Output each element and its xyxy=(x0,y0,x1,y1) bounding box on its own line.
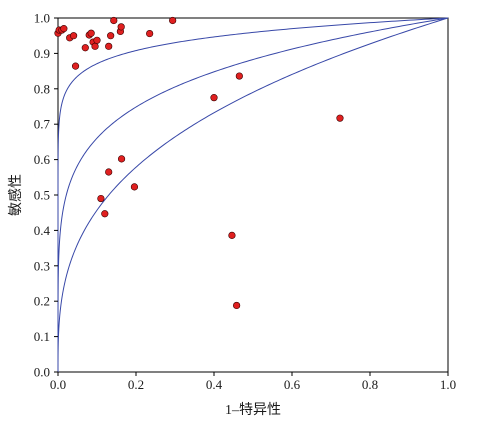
y-tick-label: 0.8 xyxy=(34,81,50,96)
summary-curve-3 xyxy=(57,17,449,373)
data-point xyxy=(235,72,243,80)
data-point xyxy=(71,62,80,70)
summary-curve-2 xyxy=(57,17,449,373)
data-point xyxy=(336,114,344,122)
data-point xyxy=(210,94,218,102)
x-tick-label: 0.8 xyxy=(362,377,378,392)
data-point xyxy=(107,32,115,40)
data-point xyxy=(110,16,118,25)
y-tick-label: 0.4 xyxy=(34,223,51,238)
data-point xyxy=(233,301,241,310)
x-tick-label: 0.4 xyxy=(206,377,223,392)
data-point xyxy=(117,155,126,163)
y-tick-label: 0.3 xyxy=(34,258,50,273)
x-axis-title: 1–特异性 xyxy=(225,402,281,418)
y-tick-label: 0.0 xyxy=(34,365,50,380)
data-point xyxy=(228,231,236,239)
data-point xyxy=(93,36,101,44)
x-axis-ticks: 0.0 0.2 0.4 0.6 0.8 1.0 xyxy=(50,372,456,392)
plot-frame xyxy=(57,17,449,373)
x-tick-label: 0.0 xyxy=(50,377,66,392)
y-tick-label: 0.5 xyxy=(34,188,50,203)
data-point xyxy=(87,29,95,37)
y-tick-label: 0.1 xyxy=(34,329,50,344)
data-point xyxy=(69,32,78,40)
data-points xyxy=(54,16,344,310)
y-axis-title: 敏感性 xyxy=(7,174,24,216)
y-tick-label: 0.7 xyxy=(34,117,51,132)
x-tick-label: 1.0 xyxy=(440,377,456,392)
data-point xyxy=(81,44,89,52)
data-point xyxy=(105,168,113,176)
data-point xyxy=(97,194,105,203)
data-point xyxy=(146,29,154,38)
summary-curves xyxy=(57,17,449,373)
summary-curve-1 xyxy=(57,17,449,373)
y-axis-ticks: 0.0 0.1 0.2 0.3 0.4 0.5 0.6 0.7 0.8 0.9 1.0 xyxy=(34,11,58,380)
data-point xyxy=(91,42,99,50)
data-point xyxy=(105,42,113,50)
y-tick-label: 1.0 xyxy=(34,11,50,26)
x-tick-label: 0.6 xyxy=(284,377,301,392)
data-point xyxy=(101,210,109,218)
y-tick-label: 0.9 xyxy=(34,46,50,61)
data-point xyxy=(60,25,68,33)
data-point xyxy=(130,183,139,191)
data-point xyxy=(169,16,177,25)
x-tick-label: 0.2 xyxy=(128,377,144,392)
y-tick-label: 0.6 xyxy=(34,152,51,167)
data-point xyxy=(117,23,125,31)
y-tick-label: 0.2 xyxy=(34,294,50,309)
